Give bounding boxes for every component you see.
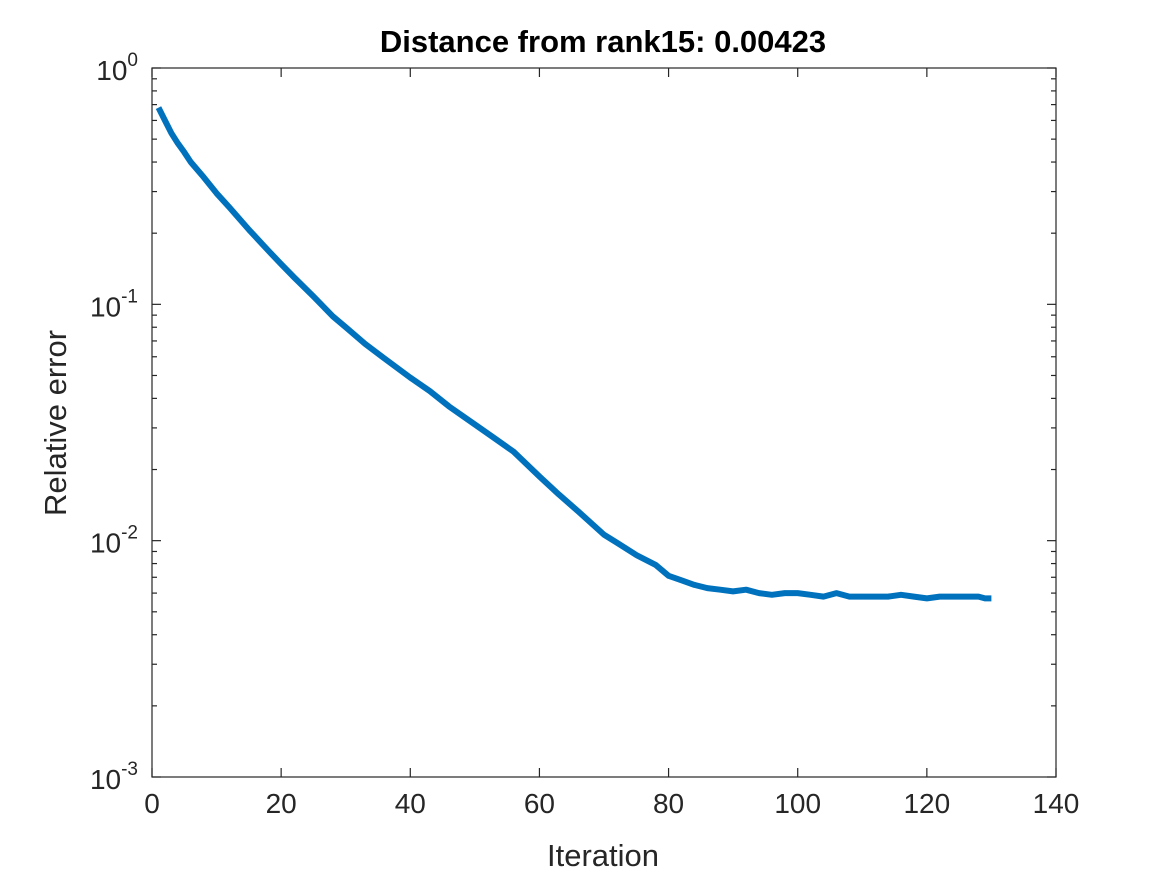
y-tick-label: 10-2 — [90, 523, 138, 559]
x-tick-label: 20 — [266, 788, 297, 819]
x-tick-label: 120 — [903, 788, 950, 819]
axis-ticks: 0 20 40 60 80 100 120 140 100 10-1 10-2 10-3 — [90, 50, 1079, 819]
x-tick-label: 60 — [524, 788, 555, 819]
series-line — [155, 106, 992, 602]
y-tick-label: 10-1 — [90, 286, 138, 322]
y-axis-label: Relative error — [38, 330, 73, 516]
y-tick-label: 10-3 — [90, 759, 138, 795]
y-tick-label: 100 — [96, 50, 138, 86]
x-axis-label: Iteration — [547, 838, 659, 873]
x-tick-label: 80 — [653, 788, 684, 819]
plot-area — [155, 106, 992, 602]
x-tick-label: 0 — [144, 788, 160, 819]
x-tick-label: 100 — [774, 788, 821, 819]
axes-box — [151, 67, 1057, 778]
chart-title: Distance from rank15: 0.00423 — [380, 24, 826, 59]
x-tick-label: 40 — [395, 788, 426, 819]
x-tick-label: 140 — [1033, 788, 1080, 819]
